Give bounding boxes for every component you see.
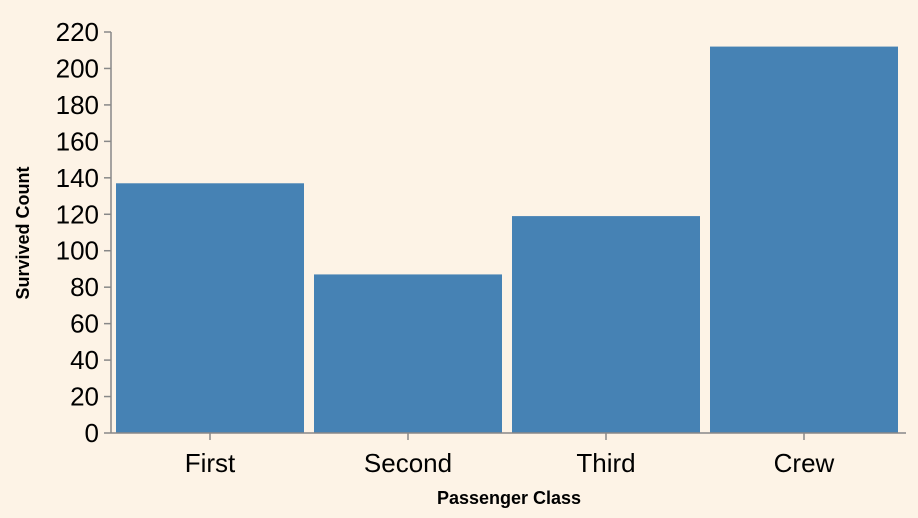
y-tick-label: 140 <box>56 163 99 193</box>
bar-crew <box>710 46 898 433</box>
x-axis: First Second Third Crew <box>111 432 906 478</box>
bar-first <box>116 183 304 433</box>
bar-second <box>314 274 502 433</box>
x-tick-label-third: Third <box>576 448 635 478</box>
y-tick-label: 200 <box>56 53 99 83</box>
y-tick-label: 160 <box>56 126 99 156</box>
y-tick-label: 20 <box>70 382 99 412</box>
y-tick-label: 120 <box>56 199 99 229</box>
y-tick-label: 60 <box>70 309 99 339</box>
y-tick-label: 0 <box>85 418 99 448</box>
x-tick-label-second: Second <box>364 448 452 478</box>
bars-group <box>116 46 898 433</box>
y-tick-label: 180 <box>56 90 99 120</box>
x-axis-title: Passenger Class <box>437 488 581 508</box>
y-axis: 0 20 40 60 80 100 120 140 160 180 200 220 <box>56 17 112 448</box>
y-tick-label: 100 <box>56 236 99 266</box>
bar-third <box>512 216 700 433</box>
y-tick-label: 80 <box>70 272 99 302</box>
y-axis-title: Survived Count <box>13 166 33 299</box>
x-tick-label-first: First <box>185 448 236 478</box>
y-tick-label: 220 <box>56 17 99 47</box>
x-tick-label-crew: Crew <box>774 448 835 478</box>
y-tick-label: 40 <box>70 345 99 375</box>
